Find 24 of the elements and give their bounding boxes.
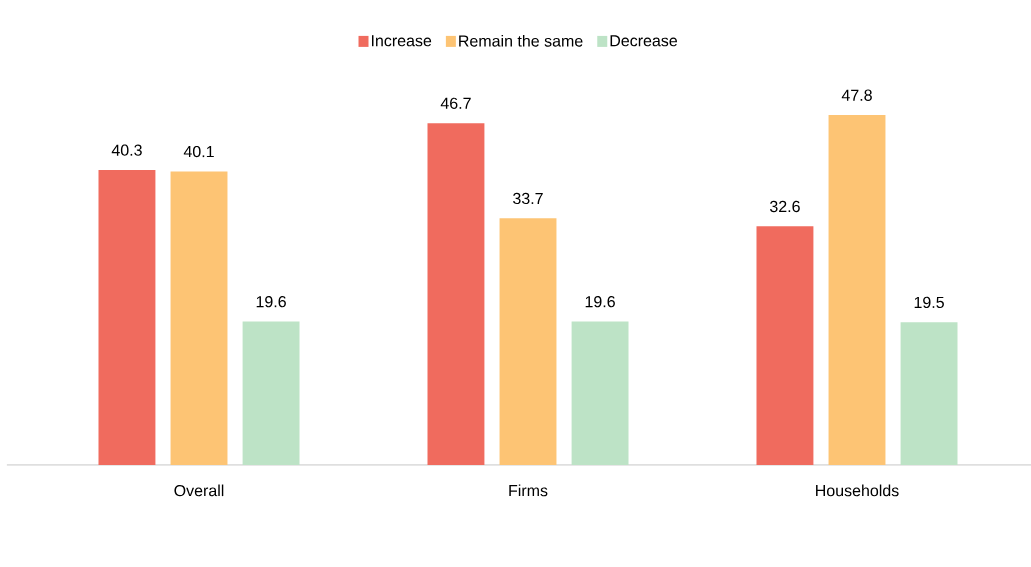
bar bbox=[571, 321, 629, 465]
data-label: 46.7 bbox=[440, 97, 471, 109]
data-label: 40.3 bbox=[111, 144, 142, 156]
x-tick-label: Overall bbox=[174, 484, 224, 497]
data-label: 19.6 bbox=[585, 295, 615, 308]
data-label: 19.5 bbox=[914, 296, 944, 309]
legend-label: Decrease bbox=[610, 35, 678, 47]
data-label: 19.6 bbox=[256, 295, 286, 308]
bar bbox=[170, 171, 228, 465]
legend-label: Increase bbox=[371, 35, 432, 47]
bar bbox=[756, 226, 814, 465]
data-label: 40.1 bbox=[183, 145, 214, 158]
bar bbox=[499, 218, 557, 465]
bar bbox=[828, 115, 886, 465]
data-label: 33.7 bbox=[513, 192, 543, 205]
data-label: 47.8 bbox=[841, 89, 872, 101]
bar bbox=[900, 322, 958, 465]
legend-label: Remain the same bbox=[459, 34, 583, 47]
bar bbox=[98, 169, 156, 465]
x-tick-label: Firms bbox=[509, 484, 548, 497]
data-label: 32.6 bbox=[769, 200, 800, 213]
bar bbox=[427, 123, 485, 465]
bar bbox=[242, 321, 300, 465]
x-tick-label: Households bbox=[816, 484, 899, 497]
